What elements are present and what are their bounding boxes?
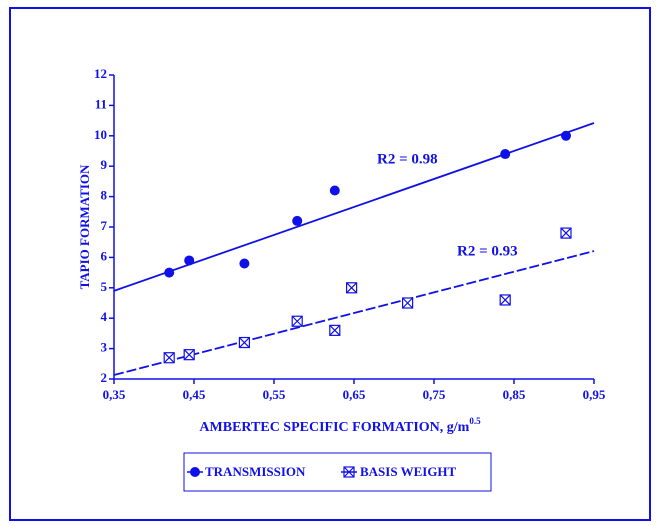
point <box>560 227 572 239</box>
y-axis-label: TAPIO FORMATION <box>77 164 92 289</box>
y-tick-label: 9 <box>101 157 108 172</box>
x-tick-label: 0,35 <box>103 387 126 402</box>
point <box>329 324 341 336</box>
trend-line <box>113 122 595 292</box>
frame <box>9 7 651 521</box>
point <box>163 352 175 364</box>
point-cross <box>402 297 414 309</box>
x-tick-label: 0,95 <box>583 387 606 402</box>
point <box>292 215 303 226</box>
point <box>291 315 303 327</box>
y-tick-label: 12 <box>94 66 107 81</box>
point <box>164 267 175 278</box>
x-tick-label: 0,85 <box>503 387 526 402</box>
point <box>238 336 250 349</box>
x-axis-label-main: AMBERTEC SPECIFIC FORMATION, g/m <box>199 420 469 435</box>
y-tick-label: 5 <box>101 279 108 294</box>
point-cross <box>329 324 341 336</box>
point <box>329 185 340 196</box>
x-tick-label: 0,55 <box>263 387 286 402</box>
point <box>183 349 195 361</box>
point-cross <box>238 337 250 348</box>
point <box>239 258 250 269</box>
annotation: R2 = 0.93 <box>457 243 518 259</box>
y-tick-label: 8 <box>101 188 108 203</box>
y-tick-label: 4 <box>101 309 108 324</box>
point-cross <box>560 227 572 239</box>
y-tick-label: 2 <box>101 370 108 385</box>
x-tick-label: 0,75 <box>423 387 446 402</box>
point <box>500 149 511 160</box>
legend-label: TRANSMISSION <box>205 464 306 479</box>
point-cross <box>499 294 511 306</box>
x-axis-label-sup: 0.5 <box>469 416 481 426</box>
y-tick-label: 11 <box>95 96 107 111</box>
x-tick-label: 0,45 <box>183 387 206 402</box>
legend-box <box>183 452 492 492</box>
y-tick-label: 7 <box>101 218 108 233</box>
point-cross <box>183 349 195 361</box>
point <box>402 297 414 309</box>
x-axis-label: AMBERTEC SPECIFIC FORMATION, g/m0.5 <box>199 416 481 435</box>
annotation: R2 = 0.98 <box>377 151 438 167</box>
point-cross <box>291 315 303 327</box>
y-tick-label: 6 <box>101 248 108 263</box>
point <box>499 294 511 306</box>
legend-label: BASIS WEIGHT <box>360 464 457 479</box>
y-tick-label: 3 <box>101 340 108 355</box>
point <box>346 282 358 294</box>
point-cross <box>346 282 358 294</box>
point-cross <box>163 352 175 364</box>
y-tick-label: 10 <box>94 127 107 142</box>
point <box>184 255 195 266</box>
point <box>561 130 571 141</box>
x-tick-label: 0,65 <box>343 387 366 402</box>
